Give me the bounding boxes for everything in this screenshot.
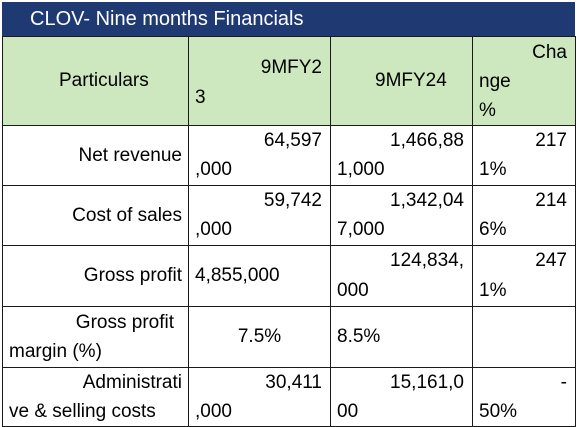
value-9mfy23: 64,597 ,000 [188, 125, 331, 186]
value-9mfy23: 4,855,000 [188, 245, 331, 307]
header-9mfy24: 9MFY24 [330, 36, 473, 126]
value-9mfy23: 7.5% [188, 306, 331, 368]
value-9mfy23: 59,742 ,000 [188, 185, 331, 246]
value-change: 247 1% [472, 245, 576, 307]
value-change: - 50% [472, 367, 576, 427]
value-change: 217 1% [472, 125, 576, 186]
row-label: Gross profit margin (%) [2, 306, 189, 368]
value-9mfy24: 124,834, 000 [330, 245, 473, 307]
value-9mfy24: 1,466,88 1,000 [330, 125, 473, 186]
row-label: Gross profit [2, 245, 189, 307]
value-9mfy24: 15,161,0 00 [330, 367, 473, 427]
row-label: Administrati ve & selling costs [2, 367, 189, 427]
table-row: Net revenue 64,597 ,000 1,466,88 1,000 2… [2, 125, 576, 186]
header-particulars: Particulars [2, 36, 189, 126]
table-row: Cost of sales 59,742 ,000 1,342,04 7,000… [2, 185, 576, 246]
financials-table-container: CLOV- Nine months Financials Particulars… [2, 2, 576, 427]
table-title: CLOV- Nine months Financials [2, 2, 575, 36]
value-9mfy24: 1,342,04 7,000 [330, 185, 473, 246]
row-label: Cost of sales [2, 185, 189, 246]
header-row: Particulars 9MFY2 3 9MFY24 Cha nge % [2, 36, 576, 126]
financials-table: Particulars 9MFY2 3 9MFY24 Cha nge % Net… [2, 36, 576, 427]
value-9mfy23: 30,411 ,000 [188, 367, 331, 427]
value-change: 214 6% [472, 185, 576, 246]
value-9mfy24: 8.5% [330, 306, 473, 368]
table-row: Gross profit margin (%) 7.5% 8.5% [2, 306, 576, 368]
table-row: Gross profit 4,855,000 124,834, 000 247 … [2, 245, 576, 307]
header-change: Cha nge % [472, 36, 576, 126]
header-9mfy23: 9MFY2 3 [188, 36, 331, 126]
table-row: Administrati ve & selling costs 30,411 ,… [2, 367, 576, 427]
row-label: Net revenue [2, 125, 189, 186]
value-change [472, 306, 576, 368]
